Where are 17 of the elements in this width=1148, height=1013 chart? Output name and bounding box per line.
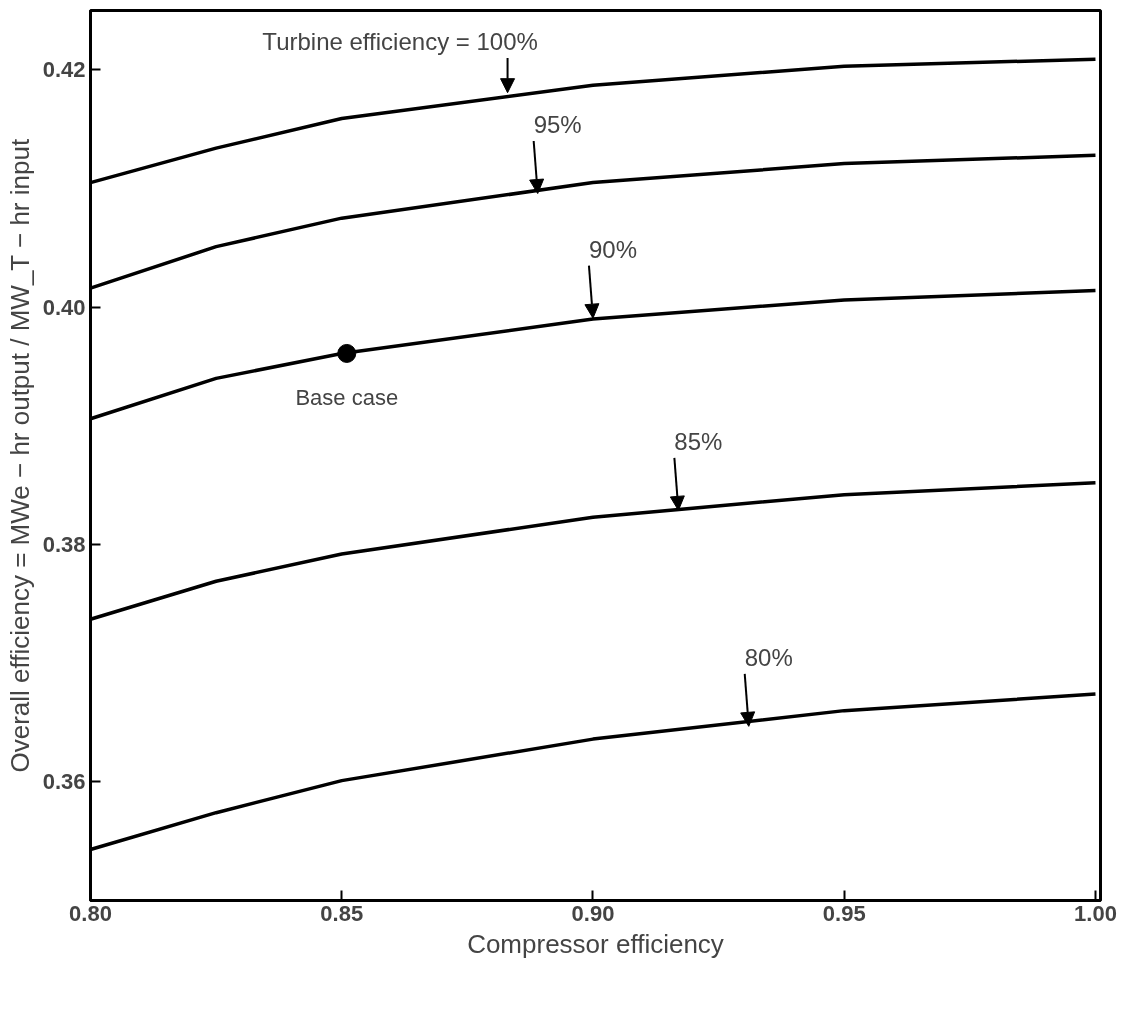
x-tick-label: 0.85 bbox=[320, 900, 364, 926]
y-tick-label: 0.36 bbox=[42, 769, 86, 795]
annotation: 95% bbox=[533, 111, 582, 139]
x-tick-label: 1.00 bbox=[1074, 900, 1117, 926]
x-tick-label: 0.80 bbox=[69, 900, 112, 926]
annotation: 85% bbox=[674, 428, 723, 456]
x-tick-label: 0.95 bbox=[822, 900, 866, 926]
annotation: 90% bbox=[588, 235, 637, 263]
annotation: Turbine efficiency = 100% bbox=[262, 28, 538, 56]
annotation: 80% bbox=[744, 644, 793, 672]
x-tick-label: 0.90 bbox=[571, 900, 615, 926]
y-tick-label: 0.38 bbox=[42, 532, 86, 557]
x-axis-title: Compressor efficiency bbox=[467, 928, 724, 959]
y-tick-label: 0.40 bbox=[42, 294, 86, 320]
y-axis-title: Overall efficiency = MWe − hr output / MW_T − hr input bbox=[4, 138, 35, 773]
annotation: Base case bbox=[295, 385, 399, 411]
y-tick-label: 0.42 bbox=[42, 57, 86, 83]
